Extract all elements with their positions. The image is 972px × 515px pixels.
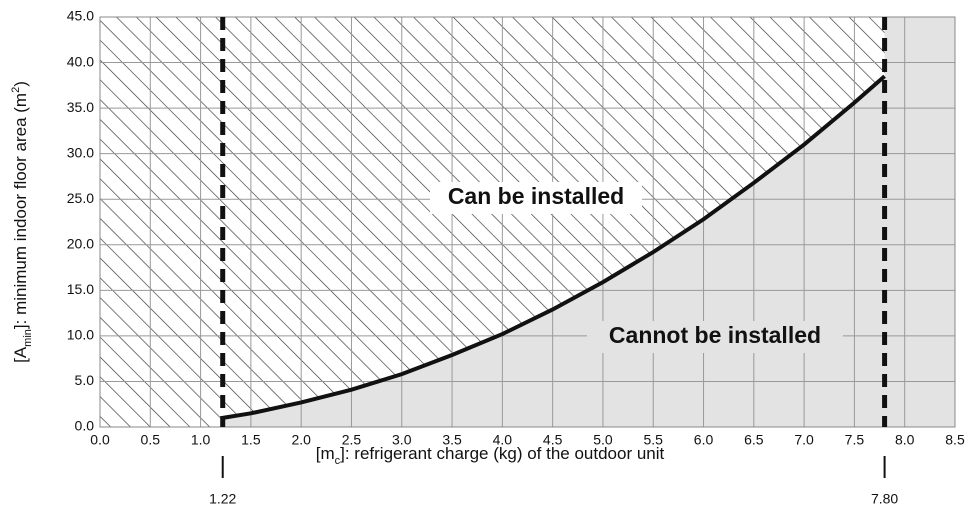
y-tick-label: 0.0 [75,418,95,434]
curve [222,74,886,420]
x-tick-label: 3.5 [442,432,462,448]
x-tick-label: 6.0 [694,432,714,448]
y-tick-label: 20.0 [67,235,94,251]
y-tick-label: 10.0 [67,327,94,343]
x-tick-label: 8.0 [895,432,915,448]
y-tick-label: 15.0 [67,281,94,297]
y-tick-label: 45.0 [67,8,94,24]
x-tick-label: 2.0 [291,432,311,448]
y-axis-label-part: [A [11,346,30,363]
x-tick-label: 4.0 [493,432,513,448]
y-axis-label-part: 2 [10,87,22,93]
x-tick-label: 8.5 [945,432,965,448]
annotation: Cannot be installed [609,322,821,348]
marker-label: 1.22 [209,491,236,507]
x-axis-label-part: ]: refrigerant charge (kg) of the outdoo… [340,444,664,463]
plot-frame [99,16,956,428]
y-tick-label: 5.0 [75,372,95,388]
x-tick-label: 3.0 [392,432,412,448]
x-tick-label: 4.5 [543,432,563,448]
annotation-bg [430,182,642,214]
x-tick-label: 0.5 [141,432,161,448]
can-region [100,17,885,427]
y-tick-label: 25.0 [67,190,94,206]
x-tick-label: 0.0 [90,432,110,448]
y-tick-label: 30.0 [67,144,94,160]
x-tick-label: 2.5 [342,432,362,448]
x-tick-label: 6.5 [744,432,764,448]
x-axis-label-part: c [335,455,341,467]
annotation: Can be installed [448,183,624,209]
y-axis-label-part: min [22,329,34,347]
marker-label: 7.80 [871,491,898,507]
x-tick-label: 7.5 [845,432,865,448]
x-tick-label: 1.5 [241,432,261,448]
annotation-bg [587,321,843,353]
y-axis-label: [Amin]: minimum indoor floor area (m2) [10,81,34,363]
y-tick-label: 40.0 [67,53,94,69]
x-axis-label-part: [m [316,444,335,463]
y-axis-label-part: ) [11,81,30,87]
x-tick-label: 1.0 [191,432,211,448]
x-tick-label: 7.0 [794,432,814,448]
y-tick-label: 35.0 [67,99,94,115]
y-axis-label-part: ]: minimum indoor floor area (m [11,93,30,329]
x-tick-label: 5.0 [593,432,613,448]
x-tick-label: 5.5 [644,432,664,448]
x-axis-label: [mc]: refrigerant charge (kg) of the out… [316,444,665,466]
